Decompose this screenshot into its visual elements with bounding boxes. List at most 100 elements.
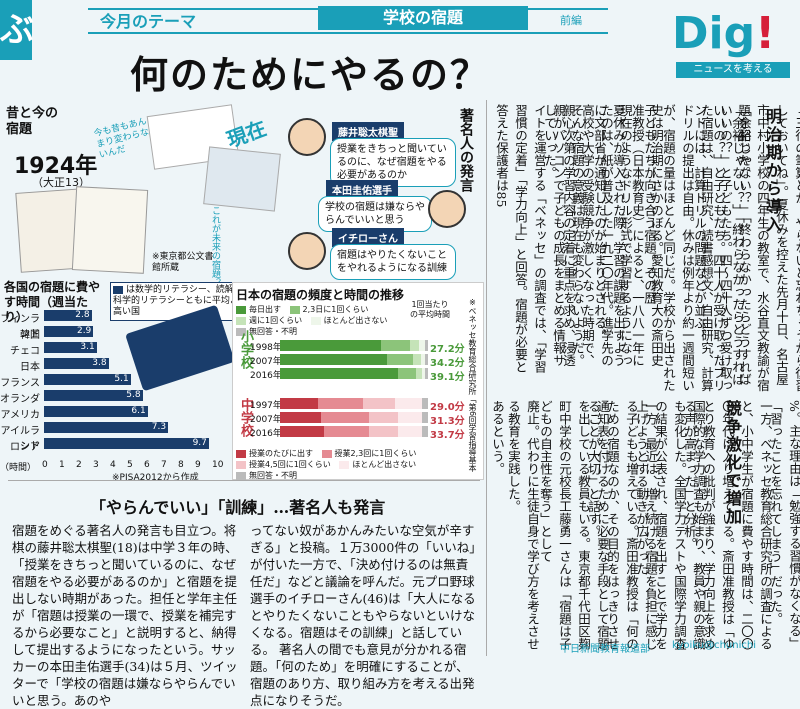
article-column: あるという。	[490, 400, 505, 475]
country-label: フィンランド	[0, 314, 40, 340]
legend-swatch	[236, 327, 246, 336]
legend-item: 無回答・不明	[236, 327, 297, 336]
stacked-bar-segment	[280, 398, 319, 409]
axis-tick: 4	[110, 460, 116, 470]
person-name: 藤井聡太棋聖	[332, 122, 404, 141]
intl-bar-chart: フィンランド 2.8 韓国 2.9 チェコ 3.1 日本 3.8 フランス 5.1 オランダ 5.8 ア…	[0, 310, 230, 470]
stacked-bar-segment	[368, 426, 399, 437]
stacked-bar-segment	[280, 368, 399, 379]
section-heading-1: 明治期から導入	[763, 108, 782, 234]
bottom-paragraph-2: ってない奴があかんみたいな空気が辛すぎる」と投稿。１万3000件の「いいね」が付…	[250, 522, 478, 709]
article-column: 廃止。代わりに生徒自身で学び方を考えさせる教育を実践した。	[506, 400, 540, 650]
axis-tick: 0	[42, 460, 48, 470]
stacked-bar-segment	[280, 426, 325, 437]
japan-chart-title: 日本の宿題の頻度と時間の推移	[236, 288, 405, 302]
stacked-bar-segment	[398, 368, 417, 379]
country-label: アメリカ	[0, 410, 41, 421]
country-label: 韓国	[20, 330, 40, 341]
country-label: オランダ	[0, 394, 40, 405]
brand-name-accent: g	[723, 8, 756, 59]
legend-swatch	[236, 316, 246, 325]
axis-tick: 5	[127, 460, 133, 470]
japan-chart-panel	[232, 282, 484, 480]
legend-swatch	[310, 316, 321, 325]
intl-axis-ticks: 0 1 2 3 4 5 6 7 8 9 10	[42, 460, 223, 470]
axis-tick: 7	[161, 460, 167, 470]
legend-item: 授業のたびに出す	[236, 449, 313, 458]
avg-header: 1回当たりの平均時間	[410, 300, 450, 319]
legend-item: 無回答・不明	[236, 471, 297, 480]
avg-time-value: 39.1分	[430, 372, 465, 383]
axis-tick: 8	[178, 460, 184, 470]
stacked-bar-segment	[321, 412, 369, 423]
then-now-title: 昔と今の宿題	[6, 106, 59, 137]
brand-logo: Dig!	[672, 8, 775, 59]
old-homework-image-2	[71, 186, 149, 274]
stacked-bar-segment	[410, 340, 420, 351]
country-bar: 3.1	[44, 342, 97, 353]
legend-item: 2,3日に1回くらい	[289, 305, 368, 314]
stacked-bar-segment	[425, 354, 428, 365]
stacked-bar-segment	[398, 426, 423, 437]
person-face-ichiro	[288, 232, 326, 270]
article-column: 一方、最近は、増え続ける宿題を負担に感じる子どもも増えている。斎田准教授は「何の…	[586, 400, 658, 650]
quote-bubble: 宿題はやりたくないことをやれるようになる訓練	[330, 244, 456, 280]
axis-tick: 1	[59, 460, 65, 470]
axis-tick: 2	[76, 460, 82, 470]
country-bar: 5.8	[44, 390, 143, 401]
person-face-honda	[428, 190, 466, 228]
country-bar: 7.3	[44, 422, 169, 433]
quote-bubble: 学校の宿題は嫌ならやらんでいいと思う	[318, 196, 432, 232]
article-column: 「三行の筆算とか、やらないと忘れちゃうから復習しておいてね」。夏休みを控えた先月…	[736, 104, 800, 392]
famous-title: 著名人の発言	[458, 108, 474, 192]
person-name: イチローさん	[332, 228, 404, 247]
article-column: 国際的な学力調査も始まり、教員や親の意識も変化した。全国学力テストや国際学力調査…	[634, 400, 706, 650]
country-bar: 3.8	[44, 358, 109, 369]
legend-swatch	[289, 305, 300, 314]
axis-tick: 3	[93, 460, 99, 470]
stacked-bar-segment	[398, 412, 423, 423]
elementary-legend: 毎日出す 2,3日に1回くらい 週に1回くらい ほとんど出さない 無回答・不明	[236, 304, 406, 337]
stacked-bar-segment	[324, 426, 369, 437]
year-label: 2016年	[250, 371, 282, 381]
stacked-bar-segment	[422, 398, 428, 409]
then-now-panel: 昔と今の宿題 1924年 （大正13） 今も昔もあんまり変わらないんだ ※東京都…	[4, 104, 224, 274]
stacked-bar	[280, 398, 428, 409]
legend-swatch	[236, 460, 246, 469]
stacked-bar	[280, 340, 428, 351]
country-bar: 2.8	[44, 310, 92, 321]
article-column: 一方、ベネッセ教育総合研究所の調査によると、小中学生が宿題に費やす時間は、二〇〇…	[682, 400, 773, 650]
stacked-bar-segment	[425, 368, 428, 379]
stacked-bar-segment	[368, 412, 399, 423]
legend-item: ほとんど出さない	[310, 316, 387, 325]
stacked-bar-segment	[425, 340, 428, 351]
stacked-bar-segment	[420, 354, 425, 365]
article-column: 「余裕じゃない？」「終わらなかったらどうすればいいの？」と子どもたち。四十人が受…	[692, 104, 745, 392]
stacked-bar-segment	[422, 368, 425, 379]
year-label: 1998年	[250, 343, 282, 353]
article-column: 「余裕じゃない？」「終わらなかったらどうすればいいの？」と子どもたち。四〜四十人…	[642, 104, 752, 392]
legend-item: 授業4,5回に1回くらい	[236, 460, 331, 469]
legend-swatch	[113, 285, 123, 294]
stacked-bars: 1998年 27.2分 2007年 34.2分 2016年 39.1分 1997年 29.0分…	[250, 0, 470, 656]
japan-chart-note: ※ベネッセ教育総合研究所「第6回学習指導基本調査」から作成	[468, 298, 477, 473]
axis-tick: 10	[212, 460, 224, 470]
elementary-group-label: 小学校	[238, 330, 253, 369]
legend-item: 週に1回くらい	[236, 316, 302, 325]
footer-site: kyoiku@chunichi	[672, 640, 756, 651]
brand-subtitle: ニュースを考える	[676, 62, 790, 78]
brand-bang: !	[755, 8, 776, 59]
stacked-bar-segment	[386, 354, 414, 365]
country-label: フランス	[0, 378, 40, 389]
person-name: 本田圭佑選手	[326, 180, 398, 199]
stacked-bar-segment	[380, 340, 411, 351]
stacked-bar-segment	[280, 354, 387, 365]
country-label: ロシア	[10, 442, 40, 453]
avg-time-value: 34.2分	[430, 358, 465, 369]
avg-time-value: 31.3分	[430, 416, 465, 427]
stacked-bar	[280, 426, 428, 437]
axis-tick: 6	[144, 460, 150, 470]
stacked-bar-segment	[280, 340, 381, 351]
bottom-paragraph-3: 著名人の間でも意見が分かれる宿題。「何のため」を明確にすることが、宿題のあり方、…	[250, 642, 475, 708]
page-title: 何のためにやるの？	[130, 52, 491, 97]
